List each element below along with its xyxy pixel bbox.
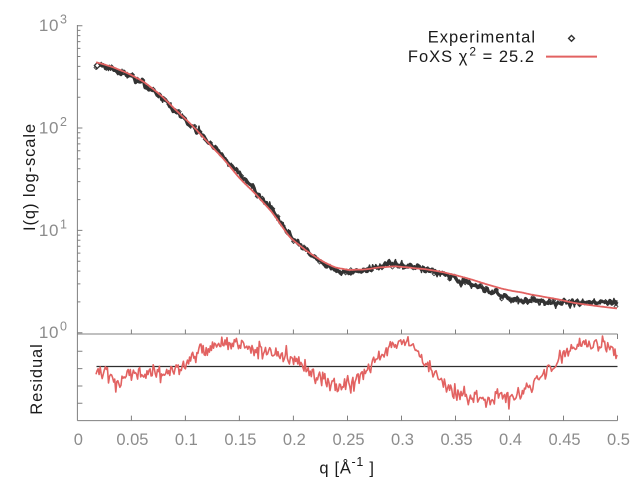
svg-text:Residual: Residual [28, 343, 46, 414]
svg-text:10: 10 [39, 16, 59, 35]
svg-text:I(q) log-scale: I(q) log-scale [21, 123, 39, 231]
svg-text:0: 0 [60, 320, 67, 334]
svg-text:0.3: 0.3 [391, 431, 414, 449]
svg-text:3: 3 [60, 13, 67, 27]
svg-text:0.1: 0.1 [175, 431, 198, 449]
svg-text:0.05: 0.05 [116, 431, 148, 449]
svg-text:0.4: 0.4 [499, 431, 522, 449]
svg-text:FoXS χ2 = 25.2: FoXS χ2 = 25.2 [408, 45, 535, 67]
svg-text:0.25: 0.25 [332, 431, 364, 449]
svg-text:1: 1 [60, 217, 67, 231]
svg-text:10: 10 [39, 323, 59, 342]
svg-text:Experimental: Experimental [428, 29, 536, 47]
svg-text:0.2: 0.2 [283, 431, 306, 449]
svg-text:10: 10 [39, 221, 59, 240]
svg-text:0.45: 0.45 [548, 431, 580, 449]
svg-text:0: 0 [74, 431, 83, 449]
svg-text:0.35: 0.35 [440, 431, 472, 449]
svg-text:10: 10 [39, 119, 59, 138]
svg-text:2: 2 [60, 115, 67, 129]
svg-text:0.5: 0.5 [607, 431, 630, 449]
svg-text:0.15: 0.15 [224, 431, 256, 449]
